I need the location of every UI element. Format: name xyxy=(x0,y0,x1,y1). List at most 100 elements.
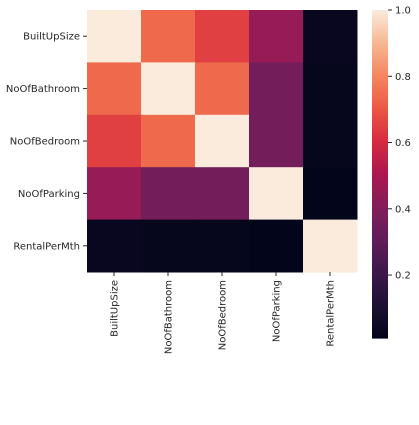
colorbar-segment xyxy=(372,302,388,306)
colorbar-segment xyxy=(372,318,388,323)
colorbar-segment xyxy=(372,133,388,137)
colorbar-segment xyxy=(372,119,388,123)
colorbar-segment xyxy=(372,37,388,41)
heatmap-cell-4-3 xyxy=(249,219,304,273)
heatmap-cell-1-4 xyxy=(303,62,358,116)
colorbar-segment xyxy=(372,108,388,112)
colorbar-segment xyxy=(372,321,388,325)
heatmap-cell-4-2 xyxy=(195,219,250,273)
colorbar-tick-label: 0.4 xyxy=(395,204,411,215)
colorbar-tick-label: 1.0 xyxy=(395,6,411,17)
colorbar-segment xyxy=(372,102,388,107)
column-label: BuiltUpSize xyxy=(110,280,121,337)
colorbar-segment xyxy=(372,171,388,175)
colorbar-segment xyxy=(372,154,388,159)
colorbar-segment xyxy=(372,269,388,273)
column-label: NoOfBedroom xyxy=(218,280,229,350)
colorbar-segment xyxy=(372,324,388,328)
colorbar-segment xyxy=(372,111,388,115)
heatmap-cell-2-2 xyxy=(195,114,250,168)
heatmap-cell-3-0 xyxy=(87,167,142,221)
colorbar-segment xyxy=(372,163,388,167)
colorbar-segment xyxy=(372,56,388,60)
colorbar-segment xyxy=(372,20,388,25)
colorbar-segment xyxy=(372,215,388,219)
row-label: NoOfBathroom xyxy=(6,84,80,95)
colorbar-tick-label: 0.6 xyxy=(395,138,411,149)
colorbar-segment xyxy=(372,160,388,164)
colorbar-segment xyxy=(372,236,388,241)
colorbar-segment xyxy=(372,149,388,153)
colorbar-segment xyxy=(372,26,388,30)
colorbar-segment xyxy=(372,157,388,161)
colorbar-segment xyxy=(372,217,388,222)
colorbar-segment xyxy=(372,81,388,85)
colorbar-segment xyxy=(372,184,388,189)
colorbar-segment xyxy=(372,299,388,304)
colorbar: 0.2 0.4 0.6 0.8 1.0 xyxy=(372,6,411,339)
colorbar-segment xyxy=(372,116,388,120)
colorbar-segment xyxy=(372,18,388,22)
colorbar-segment xyxy=(372,193,388,197)
colorbar-segment xyxy=(372,223,388,227)
colorbar-segment xyxy=(372,231,388,235)
colorbar-segment xyxy=(372,329,388,334)
colorbar-segment xyxy=(372,206,388,211)
colorbar-segment xyxy=(372,75,388,79)
colorbar-segment xyxy=(372,23,388,27)
colorbar-segment xyxy=(372,245,388,249)
colorbar-segment xyxy=(372,15,388,19)
colorbar-segment xyxy=(372,12,388,17)
colorbar-segment xyxy=(372,135,388,140)
colorbar-segment xyxy=(372,297,388,301)
colorbar-segment xyxy=(372,29,388,33)
colorbar-segment xyxy=(372,253,388,257)
row-label: RentalPerMth xyxy=(13,241,80,252)
heatmap-cell-0-2 xyxy=(195,10,250,63)
colorbar-segment xyxy=(372,168,388,172)
heatmap-cell-2-0 xyxy=(87,114,142,168)
colorbar-segment xyxy=(372,294,388,298)
colorbar-segment xyxy=(372,143,388,148)
colorbar-segment xyxy=(372,130,388,134)
heatmap-cell-1-1 xyxy=(141,62,196,116)
colorbar-segment xyxy=(372,256,388,260)
colorbar-segment xyxy=(372,70,388,74)
colorbar-segment xyxy=(372,174,388,178)
colorbar-segment xyxy=(372,10,388,14)
colorbar-segment xyxy=(372,152,388,156)
colorbar-segment xyxy=(372,277,388,282)
colorbar-tick-label: 0.2 xyxy=(395,271,411,282)
colorbar-segment xyxy=(372,187,388,191)
row-label: NoOfBedroom xyxy=(10,137,80,148)
colorbar-segment xyxy=(372,67,388,71)
colorbar-segment xyxy=(372,34,388,38)
heatmap-cells xyxy=(87,10,358,273)
colorbar-segment xyxy=(372,92,388,96)
column-label: NoOfParking xyxy=(272,280,283,342)
heatmap-cell-0-4 xyxy=(303,10,358,63)
colorbar-segment xyxy=(372,179,388,183)
row-label: BuiltUpSize xyxy=(23,32,80,43)
colorbar-segment xyxy=(372,146,388,150)
heatmap-cell-4-1 xyxy=(141,219,196,273)
colorbar-segment xyxy=(372,53,388,58)
colorbar-segment xyxy=(372,138,388,142)
colorbar-segment xyxy=(372,113,388,118)
colorbar-segment xyxy=(372,72,388,77)
colorbar-segment xyxy=(372,182,388,186)
colorbar-segment xyxy=(372,239,388,243)
colorbar-segment xyxy=(372,48,388,52)
colorbar-segment xyxy=(372,220,388,224)
heatmap-cell-0-1 xyxy=(141,10,196,63)
heatmap-cell-0-3 xyxy=(249,10,304,63)
colorbar-segment xyxy=(372,165,388,170)
colorbar-segment xyxy=(372,42,388,47)
colorbar-segment xyxy=(372,275,388,279)
colorbar-segment xyxy=(372,332,388,336)
heatmap-cell-1-0 xyxy=(87,62,142,116)
colorbar-segment xyxy=(372,242,388,246)
heatmap-cell-0-0 xyxy=(87,10,142,63)
colorbar-segment xyxy=(372,291,388,295)
